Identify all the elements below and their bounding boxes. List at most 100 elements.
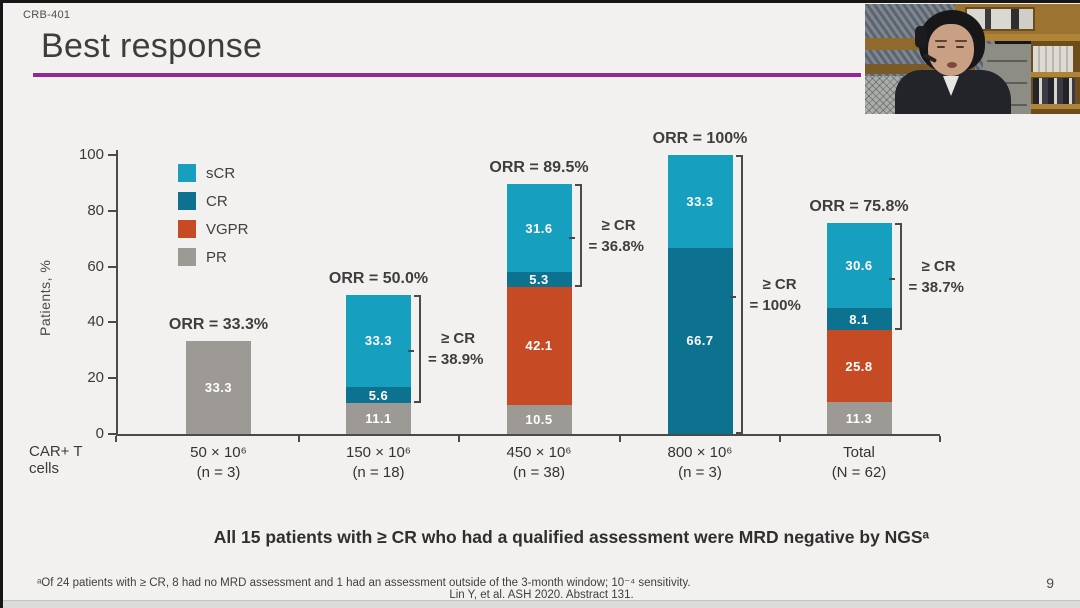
cr-bracket	[408, 294, 421, 404]
orr-label: ORR = 50.0%	[328, 269, 429, 287]
bar-segment-sCR: 31.6	[506, 184, 572, 273]
x-axis-tick	[115, 436, 117, 442]
category-dose: 800 × 10⁶	[667, 444, 733, 461]
category-n: (n = 3)	[678, 464, 722, 482]
page-number: 9	[1046, 575, 1054, 591]
cr-annotation: ≥ CR = 36.8%	[589, 215, 644, 257]
citation: Lin Y, et al. ASH 2020. Abstract 131.	[449, 589, 634, 601]
x-axis-line	[116, 434, 940, 436]
presenter-webcam-video[interactable]	[865, 4, 1080, 114]
bar-segment-PR: 11.1	[346, 403, 411, 434]
category-n: (n = 3)	[196, 464, 241, 482]
presenter-eye	[937, 46, 945, 48]
cr-annotation: ≥ CR = 38.9%	[428, 328, 483, 370]
bar-segment-PR: 10.5	[506, 404, 572, 434]
legend-label: sCR	[206, 164, 236, 182]
bar-segment-PR: 11.3	[826, 402, 892, 434]
bookshelf-edge	[1031, 72, 1080, 77]
category-label: 450 × 10⁶ (n = 38)	[469, 443, 609, 484]
bar-segment-VGPR: 25.8	[826, 330, 892, 403]
legend-item-sCR: sCR	[178, 159, 249, 187]
y-axis-tick	[108, 377, 116, 380]
cr-annotation-line2: = 38.7%	[908, 278, 964, 296]
y-axis-tick	[108, 209, 116, 212]
bar-segment-sCR: 33.3	[667, 155, 733, 248]
cr-annotation-line2: = 38.9%	[428, 350, 484, 368]
x-axis-tick	[457, 436, 460, 442]
legend-item-PR: PR	[178, 243, 249, 271]
x-axis-tick	[297, 436, 300, 442]
y-axis-tick-label: 20	[87, 369, 104, 387]
presenter-eyebrow	[955, 40, 967, 42]
cr-bracket	[729, 155, 743, 434]
y-axis-tick-label: 0	[95, 425, 104, 442]
bar-segment-PR: 33.3	[186, 341, 251, 434]
y-axis-tick	[108, 265, 116, 268]
bar-segment-sCR: 30.6	[826, 222, 892, 308]
legend-swatch-VGPR	[178, 220, 196, 238]
y-axis-line	[116, 150, 118, 436]
white-binders	[1033, 46, 1073, 72]
category-n: (n = 18)	[352, 464, 405, 482]
category-dose: 150 × 10⁶	[346, 444, 411, 461]
bar-segment-CR: 5.6	[346, 387, 411, 404]
y-axis-tick-label: 100	[78, 146, 104, 163]
cr-annotation-line2: = 100%	[749, 296, 801, 314]
cr-annotation: ≥ CR = 38.7%	[909, 256, 964, 298]
category-dose: 50 × 10⁶	[190, 444, 247, 461]
bar-segment-CR: 5.3	[506, 272, 572, 287]
cr-annotation-line1: ≥ CR	[441, 329, 476, 347]
chart-legend: sCR CR VGPR PR	[178, 159, 249, 271]
category-n: (n = 38)	[512, 464, 566, 482]
presenter-eyebrow	[935, 40, 947, 42]
y-axis-tick	[108, 433, 116, 435]
legend-label: VGPR	[206, 220, 249, 238]
bar-segment-VGPR: 42.1	[506, 287, 572, 405]
legend-item-CR: CR	[178, 187, 249, 215]
legend-swatch-PR	[178, 248, 196, 266]
shelf-edge	[957, 34, 1080, 41]
title-underline	[33, 73, 861, 77]
category-label: 50 × 10⁶ (n = 3)	[149, 443, 289, 484]
y-axis-tick-label: 60	[87, 257, 104, 275]
bar-segment-CR: 8.1	[826, 307, 892, 331]
cr-bracket-nub	[408, 349, 414, 352]
cr-annotation-line2: = 36.8%	[588, 237, 644, 255]
category-label: 800 × 10⁶ (n = 3)	[630, 443, 770, 484]
program-label: CRB-401	[23, 9, 71, 21]
y-axis-tick	[108, 321, 116, 324]
cr-bracket	[888, 222, 902, 331]
category-label: 150 × 10⁶ (n = 18)	[309, 443, 449, 484]
best-response-chart: Patients, % CAR+ T cells 0 20 40 60 80 100 sCR…	[3, 3, 1080, 608]
legend-label: PR	[206, 248, 227, 266]
bar-segment-CR: 66.7	[667, 247, 733, 434]
x-axis-tick	[618, 436, 621, 442]
cr-bracket	[568, 184, 582, 288]
bar-segment-sCR: 33.3	[346, 294, 411, 388]
category-dose: 450 × 10⁶	[506, 444, 572, 461]
cr-bracket-nub	[568, 236, 575, 239]
orr-label: ORR = 33.3%	[168, 316, 269, 334]
wood-beam	[865, 64, 975, 74]
category-n: (N = 62)	[831, 464, 887, 482]
y-axis-tick-label: 80	[87, 201, 104, 219]
y-axis-tick	[108, 154, 116, 156]
key-statement: All 15 patients with ≥ CR who had a qual…	[213, 527, 930, 547]
books	[1033, 78, 1075, 104]
legend-item-VGPR: VGPR	[178, 215, 249, 243]
cr-annotation-line1: ≥ CR	[601, 216, 636, 234]
legend-swatch-CR	[178, 192, 196, 210]
page-title: Best response	[41, 27, 263, 65]
legend-label: CR	[206, 192, 228, 210]
y-axis-tick-label: 40	[87, 313, 104, 331]
category-label: Total (N = 62)	[789, 443, 929, 484]
cr-annotation-line1: ≥ CR	[921, 257, 956, 275]
footnote: ᵃOf 24 patients with ≥ CR, 8 had no MRD …	[37, 577, 691, 589]
x-axis-title: CAR+ T cells	[29, 443, 83, 477]
presenter-eye	[956, 46, 964, 48]
orr-label: ORR = 89.5%	[489, 159, 589, 177]
orr-label: ORR = 100%	[652, 130, 748, 147]
x-axis-tick	[939, 436, 941, 442]
cr-annotation: ≥ CR = 100%	[750, 274, 801, 316]
